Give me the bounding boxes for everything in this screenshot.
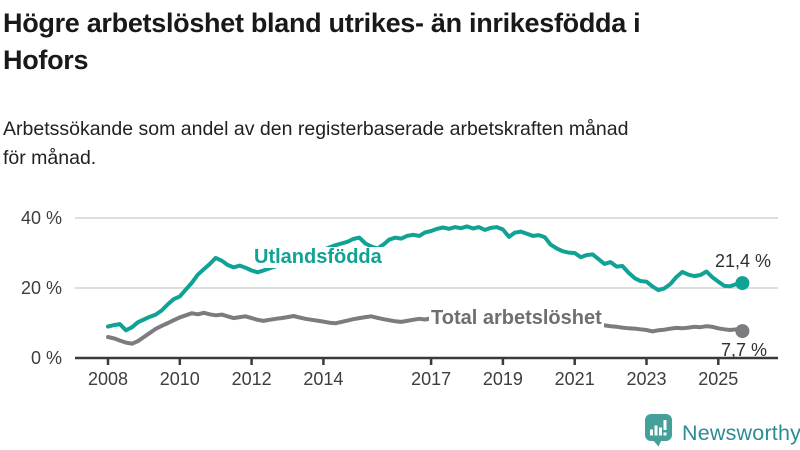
series-label-total-arbetsloshet: Total arbetslöshet [429, 307, 604, 329]
page-subtitle-line2: för månad. [3, 147, 97, 169]
x-axis [75, 356, 778, 365]
chart-canvas [75, 217, 778, 365]
series-label-utlandsfodda: Utlandsfödda [252, 246, 384, 268]
newsworthy-logo[interactable]: Newsworthy [644, 413, 800, 447]
series-end-dot-0 [735, 276, 750, 291]
series-end-dot-1 [735, 324, 750, 339]
page-title-line1: Högre arbetslöshet bland utrikes- än inr… [3, 8, 641, 38]
gridlines [75, 217, 778, 289]
series-line-1 [106, 310, 745, 346]
page-subtitle: Arbetssökande som andel av den registerb… [3, 115, 783, 173]
page-subtitle-line1: Arbetssökande som andel av den registerb… [3, 118, 629, 140]
end-value-utlandsfodda: 21,4 % [714, 251, 771, 271]
newsworthy-wordmark: Newsworthy [682, 421, 800, 445]
newsworthy-icon [645, 414, 672, 447]
page-title-line2: Hofors [3, 45, 89, 75]
page-title: Högre arbetslöshet bland utrikes- än inr… [3, 5, 797, 79]
series-end-dots [735, 276, 750, 339]
series-line-0 [106, 224, 745, 333]
series-lines [106, 224, 745, 346]
end-value-total-arbetsloshet: 7,7 % [720, 340, 767, 360]
